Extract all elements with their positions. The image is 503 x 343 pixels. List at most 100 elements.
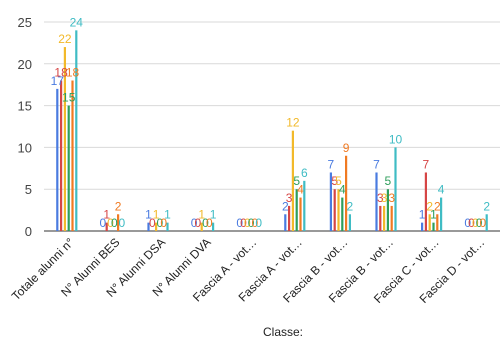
bar [348,214,351,231]
bar [386,189,389,231]
data-label: 7 [328,157,335,171]
data-label: 10 [389,132,403,146]
data-label: 1 [198,208,205,222]
data-label: 0 [255,216,262,230]
data-label: 0 [100,216,107,230]
data-label: 2 [115,199,122,213]
data-label: 0 [191,216,198,230]
bar [166,222,169,231]
bar [155,222,158,231]
bar [329,172,332,231]
data-label: 7 [423,157,430,171]
y-tick-label: 25 [18,15,32,30]
bars [56,30,488,232]
data-label: 0 [119,216,126,230]
data-label: 1 [164,208,171,222]
y-tick-label: 20 [18,57,32,72]
bar [485,214,488,231]
bar [295,189,298,231]
x-axis-title: Classe: [263,325,303,339]
data-label: 0 [476,216,483,230]
bar [303,180,306,231]
data-label: 3 [377,191,384,205]
bar [284,214,287,231]
data-label: 2 [347,199,354,213]
bar [436,214,439,231]
data-label: 0 [468,216,475,230]
data-label: 0 [248,216,255,230]
data-label: 1 [210,208,217,222]
data-label: 0 [472,216,479,230]
data-label: 0 [252,216,259,230]
data-label: 1 [103,208,110,222]
data-label: 1 [419,208,426,222]
y-tick-label: 15 [18,99,32,114]
data-label: 15 [62,91,76,105]
bar [105,222,108,231]
data-label: 0 [202,216,209,230]
bar [375,172,378,231]
data-label: 18 [66,66,80,80]
data-label: 2 [282,199,289,213]
bar [333,189,336,231]
data-label: 3 [388,191,395,205]
data-label: 0 [195,216,202,230]
data-label: 12 [286,116,300,130]
y-tick-label: 0 [25,224,32,239]
data-label: 5 [293,174,300,188]
bar [63,47,66,231]
data-label: 0 [157,216,164,230]
data-label: 17 [51,74,65,88]
data-label: 3 [381,191,388,205]
bar [383,205,386,231]
bar [212,222,215,231]
data-label: 5 [331,174,338,188]
bar [288,205,291,231]
bar [117,214,120,231]
data-label: 0 [244,216,251,230]
data-label: 2 [434,199,441,213]
data-label: 1 [145,208,152,222]
data-label: 0 [111,216,118,230]
y-tick-label: 10 [18,140,32,155]
data-label: 0 [236,216,243,230]
data-label: 0 [480,216,487,230]
bar [345,155,348,231]
data-label: 0 [240,216,247,230]
data-label: 0 [149,216,156,230]
bar [147,222,150,231]
y-axis-ticks: 0 5 10 15 20 25 [18,15,32,239]
data-label: 4 [438,183,445,197]
data-label: 0 [160,216,167,230]
data-label: 0 [107,216,114,230]
data-label: 7 [373,157,380,171]
data-label: 1 [153,208,160,222]
bar [75,30,78,231]
bar [390,205,393,231]
data-label: 5 [385,174,392,188]
data-label: 9 [343,141,350,155]
bar [341,197,344,231]
data-label: 0 [206,216,213,230]
bar [60,80,63,232]
data-label: 22 [58,32,72,46]
bar [440,197,443,231]
data-label: 5 [335,174,342,188]
data-label: 0 [464,216,471,230]
bar [291,130,294,231]
data-labels: 1718221518240100201010010010010000002312… [51,15,491,230]
data-label: 6 [301,166,308,180]
bar [379,205,382,231]
y-tick-label: 5 [25,182,32,197]
data-label: 24 [70,15,84,29]
bar [71,80,74,232]
data-label: 1 [430,208,437,222]
data-label: 4 [339,183,346,197]
data-label: 3 [286,191,293,205]
bar [56,88,59,231]
bar [337,189,340,231]
bar [424,172,427,231]
data-label: 18 [54,66,68,80]
bar [428,214,431,231]
